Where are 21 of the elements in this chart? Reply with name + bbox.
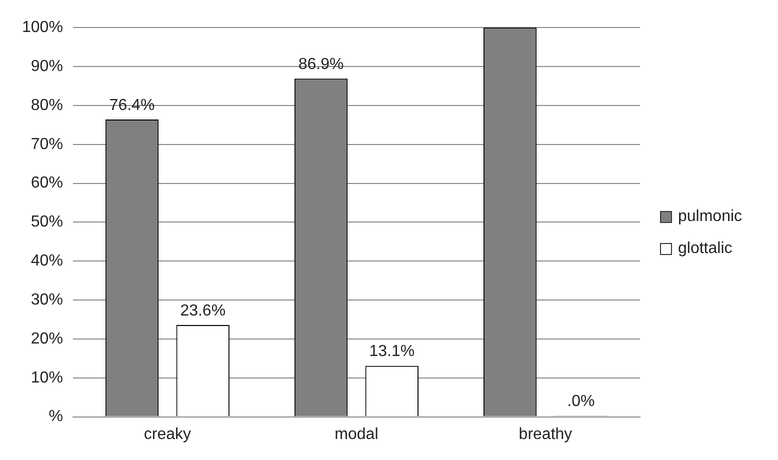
legend-label: pulmonic: [678, 208, 742, 226]
y-tick-label: 40%: [30, 252, 63, 270]
y-tick-label: 90%: [30, 58, 63, 75]
text: glottalic: [678, 240, 732, 258]
y-tick-label: 80%: [30, 96, 63, 114]
y-tick-label: 20%: [30, 330, 63, 348]
y-tick-label: 60%: [30, 174, 63, 192]
y-tick-label: 30%: [30, 291, 63, 308]
y-tick-label: 70%: [30, 136, 63, 153]
y-tick-label: %: [48, 408, 63, 426]
data-label: .0%: [567, 393, 595, 410]
data-label: 13.1%: [369, 343, 415, 360]
data-label: 76.4%: [109, 96, 155, 114]
x-tick-label: modal: [334, 426, 378, 443]
data-label: 86.9%: [298, 56, 344, 73]
y-tick-label: 10%: [30, 369, 63, 386]
y-tick-label: 50%: [30, 214, 63, 231]
x-tick-label: creaky: [144, 426, 191, 443]
x-tick-label: breathy: [518, 426, 572, 443]
y-tick-label: 100%: [22, 19, 63, 36]
data-label: 23.6%: [180, 302, 226, 320]
